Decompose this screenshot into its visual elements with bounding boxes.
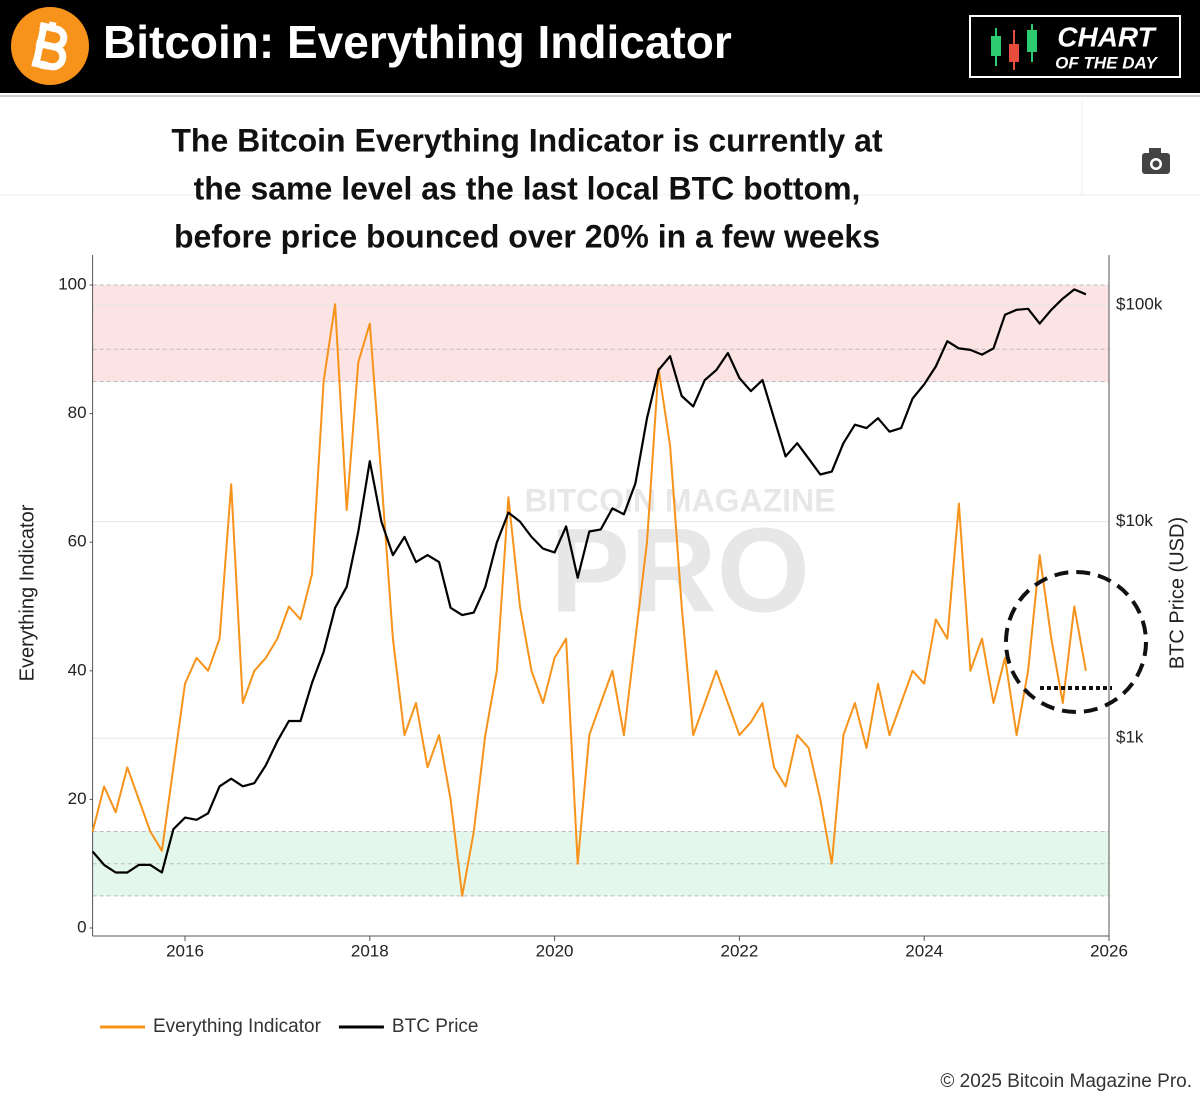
y-axis-label: Everything Indicator [16,504,38,681]
header-title: Bitcoin: Everything Indicator [103,16,732,68]
x-tick-label: 2022 [720,941,758,960]
x-tick-label: 2026 [1090,941,1128,960]
y-tick-label: 20 [68,789,87,808]
chart-title: The Bitcoin Everything Indicator is curr… [171,122,883,158]
y-tick-label: 0 [77,917,86,936]
series-line [91,288,1087,874]
x-tick-label: 2024 [905,941,943,960]
x-tick-label: 2016 [166,941,204,960]
bitcoin-logo [11,7,89,85]
chart-title: before price bounced over 20% in a few w… [174,218,880,254]
watermark: BITCOIN MAGAZINE [524,482,835,518]
annotation-circle [1004,570,1148,714]
legend-label: BTC Price [392,1016,479,1037]
badge-text: CHART [1057,21,1157,52]
badge: CHART OF THE DAY [969,15,1181,78]
footer: © 2025 Bitcoin Magazine Pro. [940,1071,1192,1092]
x-tick-label: 2020 [536,941,574,960]
y-tick-label: 100 [58,274,86,293]
y2-axis-label: BTC Price (USD) [1166,517,1188,669]
band [92,285,1110,382]
series-line [91,303,1087,897]
y-tick-label: 40 [68,660,87,679]
badge-text: OF THE DAY [1055,53,1158,72]
y-tick-label: 80 [68,403,87,422]
y2-tick-label: $10k [1116,511,1153,530]
chart-title: the same level as the last local BTC bot… [194,170,861,206]
y-tick-label: 60 [68,532,87,551]
y2-tick-label: $1k [1116,728,1144,747]
y2-tick-label: $100k [1116,294,1163,313]
legend-label: Everything Indicator [153,1016,322,1037]
x-tick-label: 2018 [351,941,389,960]
camera-icon[interactable] [1142,148,1170,174]
